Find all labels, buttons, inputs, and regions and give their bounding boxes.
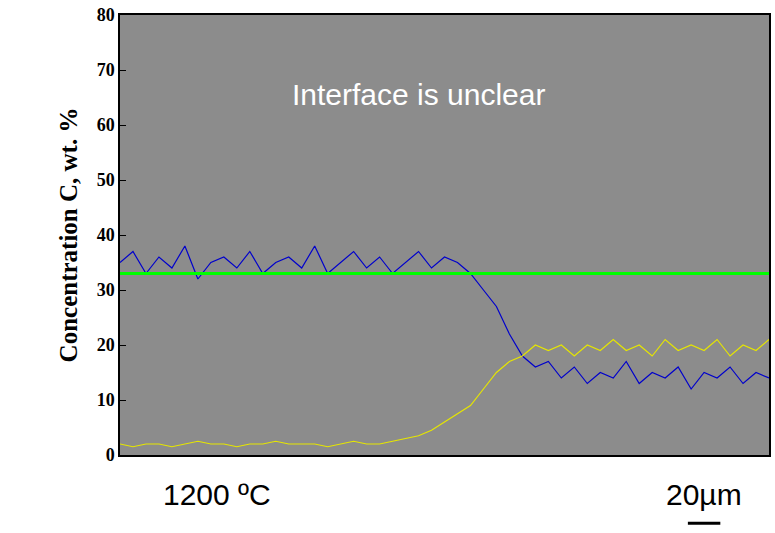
svg-text:40: 40 <box>97 225 115 245</box>
svg-text:Interface is unclear: Interface is unclear <box>292 78 545 111</box>
svg-text:60: 60 <box>97 115 115 135</box>
svg-text:20: 20 <box>97 335 115 355</box>
svg-text:70: 70 <box>97 60 115 80</box>
svg-text:80: 80 <box>97 5 115 25</box>
svg-text:Concentration C, wt. %: Concentration C, wt. % <box>55 108 82 363</box>
svg-text:0: 0 <box>106 445 115 465</box>
svg-text:50: 50 <box>97 170 115 190</box>
svg-text:30: 30 <box>97 280 115 300</box>
svg-text:10: 10 <box>97 390 115 410</box>
svg-text:1200 ºC: 1200 ºC <box>163 478 271 511</box>
svg-text:20µm: 20µm <box>666 478 742 511</box>
